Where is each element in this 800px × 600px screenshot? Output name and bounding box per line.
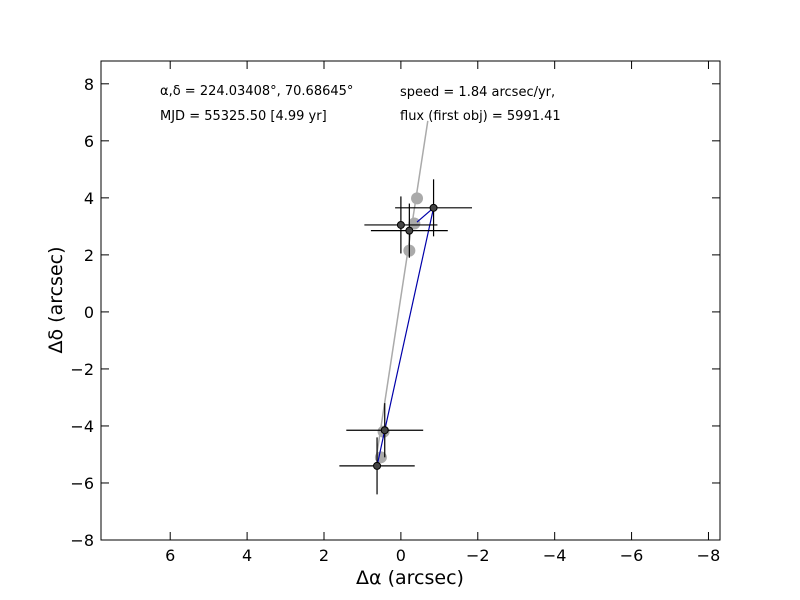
annotation-mjd: MJD = 55325.50 [4.99 yr]	[160, 109, 327, 124]
y-tick-label: 6	[84, 132, 94, 151]
x-tick-label: 4	[242, 546, 252, 565]
x-tick-label: 6	[165, 546, 175, 565]
x-tick-label: −6	[620, 546, 644, 565]
y-tick-label: −8	[70, 531, 94, 550]
x-tick-label: −4	[543, 546, 567, 565]
x-tick-label: 0	[396, 546, 406, 565]
x-axis-label: Δα (arcsec)	[356, 567, 464, 589]
annotation-speed: speed = 1.84 arcsec/yr,	[400, 85, 555, 100]
x-tick-label: 2	[319, 546, 329, 565]
data-point	[405, 226, 414, 235]
annotation-flux: flux (first obj) = 5991.41	[400, 109, 561, 124]
annotation-radec: α,δ = 224.03408°, 70.68645°	[160, 84, 353, 99]
y-tick-label: 0	[84, 303, 94, 322]
y-tick-label: −2	[70, 360, 94, 379]
x-tick-label: −2	[466, 546, 490, 565]
data-point	[429, 203, 438, 212]
gray-point	[411, 192, 424, 205]
y-tick-label: 8	[84, 75, 94, 94]
y-tick-label: −6	[70, 474, 94, 493]
data-point	[396, 220, 405, 229]
plot-frame	[100, 60, 721, 541]
y-tick-label: 4	[84, 189, 94, 208]
data-point	[373, 461, 382, 470]
y-tick-label: 2	[84, 246, 94, 265]
plot-marks	[339, 120, 473, 495]
y-tick-label: −4	[70, 417, 94, 436]
axis-ticks: 6 4 2 0 −2 −4 −6 −8 8 6 4 2 0 −2 −4 −6 −8	[70, 61, 720, 565]
y-axis-label: Δδ (arcsec)	[45, 246, 67, 353]
x-tick-label: −8	[697, 546, 721, 565]
data-point	[380, 426, 389, 435]
